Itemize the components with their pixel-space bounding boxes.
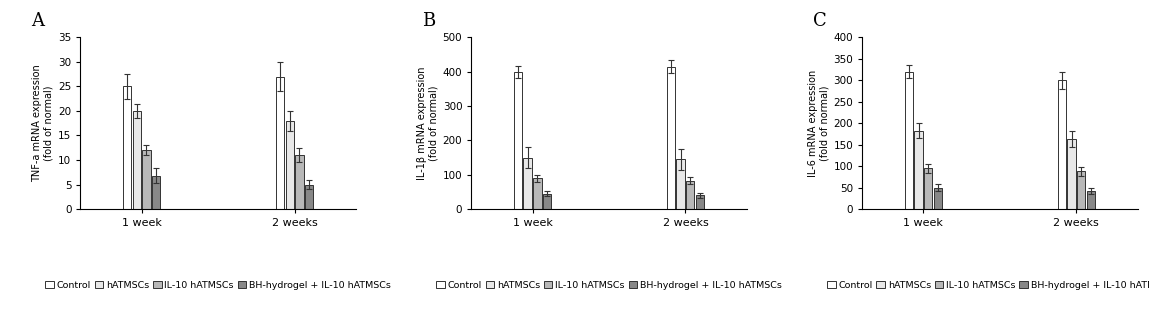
- Bar: [686, 181, 694, 209]
- Bar: [285, 121, 294, 209]
- Bar: [533, 178, 541, 209]
- Bar: [524, 158, 532, 209]
- Y-axis label: IL-6 mRNA expression
(fold of normal): IL-6 mRNA expression (fold of normal): [808, 70, 830, 177]
- Text: C: C: [812, 12, 826, 30]
- Bar: [1087, 191, 1095, 209]
- Bar: [934, 188, 942, 209]
- Legend: Control, hATMSCs, IL-10 hATMSCs, BH-hydrogel + IL-10 hATMSCs: Control, hATMSCs, IL-10 hATMSCs, BH-hydr…: [824, 277, 1149, 294]
- Bar: [924, 168, 933, 209]
- Bar: [1067, 139, 1075, 209]
- Bar: [677, 159, 685, 209]
- Bar: [514, 72, 523, 209]
- Text: A: A: [31, 12, 44, 30]
- Y-axis label: IL-1β mRNA expression
(fold of normal): IL-1β mRNA expression (fold of normal): [417, 66, 439, 180]
- Text: B: B: [422, 12, 435, 30]
- Bar: [695, 195, 704, 209]
- Bar: [123, 86, 131, 209]
- Bar: [542, 193, 552, 209]
- Bar: [132, 111, 141, 209]
- Bar: [1077, 171, 1086, 209]
- Y-axis label: TNF-a mRNA expression
(fold of normal): TNF-a mRNA expression (fold of normal): [32, 64, 54, 182]
- Bar: [142, 150, 151, 209]
- Bar: [915, 130, 923, 209]
- Bar: [276, 77, 284, 209]
- Bar: [666, 66, 676, 209]
- Bar: [1058, 80, 1066, 209]
- Bar: [304, 184, 314, 209]
- Bar: [904, 72, 913, 209]
- Bar: [295, 155, 303, 209]
- Legend: Control, hATMSCs, IL-10 hATMSCs, BH-hydrogel + IL-10 hATMSCs: Control, hATMSCs, IL-10 hATMSCs, BH-hydr…: [41, 277, 394, 294]
- Legend: Control, hATMSCs, IL-10 hATMSCs, BH-hydrogel + IL-10 hATMSCs: Control, hATMSCs, IL-10 hATMSCs, BH-hydr…: [432, 277, 786, 294]
- Bar: [152, 176, 160, 209]
